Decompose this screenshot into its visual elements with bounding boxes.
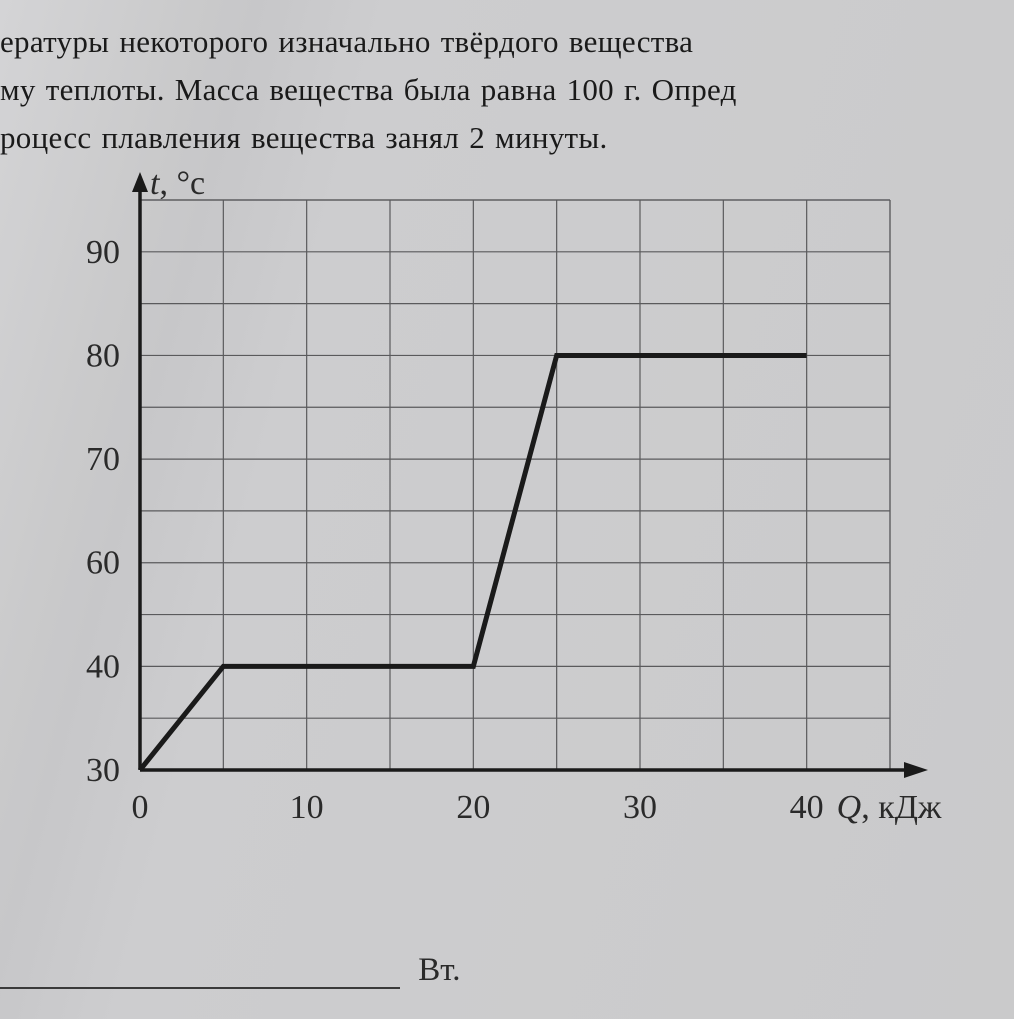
svg-text:40: 40: [86, 648, 120, 685]
svg-text:t, °с: t, °с: [150, 170, 205, 202]
text-line-1: ературы некоторого изначально твёрдого в…: [0, 18, 1004, 66]
svg-text:30: 30: [623, 789, 657, 826]
svg-text:20: 20: [456, 789, 490, 826]
svg-text:70: 70: [86, 441, 120, 478]
text-line-2: му теплоты. Масса вещества была равна 10…: [0, 66, 1004, 114]
svg-text:0: 0: [132, 789, 149, 826]
problem-text: ературы некоторого изначально твёрдого в…: [0, 18, 1014, 162]
answer-unit: Вт.: [418, 952, 460, 989]
svg-text:10: 10: [290, 789, 324, 826]
text-line-3: роцесс плавления вещества занял 2 минуты…: [0, 114, 1004, 162]
page: ературы некоторого изначально твёрдого в…: [0, 0, 1014, 1019]
temperature-heat-chart: 30 40 60 70 80 90 0 10 20 30 40 t, °с Q, кДж: [20, 170, 1000, 890]
svg-text:40: 40: [790, 789, 824, 826]
svg-text:Q, кДж: Q, кДж: [837, 789, 942, 826]
svg-text:30: 30: [86, 752, 120, 789]
answer-row: Вт.: [0, 952, 1014, 989]
svg-text:60: 60: [86, 545, 120, 582]
svg-text:90: 90: [86, 234, 120, 271]
svg-text:80: 80: [86, 337, 120, 374]
answer-blank-line: [0, 953, 400, 989]
chart-container: 30 40 60 70 80 90 0 10 20 30 40 t, °с Q, кДж: [20, 170, 1000, 890]
